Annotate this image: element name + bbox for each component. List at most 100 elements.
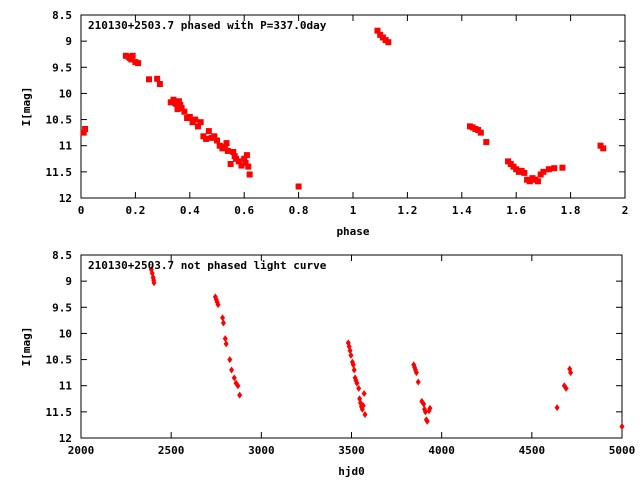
phased-data-point: [156, 81, 163, 88]
unphased-x-tick-label: 3000: [248, 444, 275, 457]
unphased-data-point: [568, 369, 574, 377]
phased-data-point: [194, 123, 201, 130]
phased-y-ticks: 8.5 9 9.5 10 10.5 11 11.5 12: [46, 9, 625, 205]
phased-data-point: [483, 139, 490, 146]
unphased-x-tick-label: 4000: [428, 444, 455, 457]
unphased-y-tick-label: 11.5: [46, 406, 73, 419]
unphased-y-tick-label: 10: [59, 327, 72, 340]
phased-data-point: [477, 129, 484, 136]
phased-panel: 0 0.2 0.4 0.6 0.8 1 1.2 1.4 1.6 1.8 2 8.5 9 9.5 10 10.…: [20, 9, 628, 238]
unphased-data-point: [215, 301, 221, 309]
unphased-chart-title: 210130+2503.7 not phased light curve: [88, 259, 327, 272]
phased-data-point: [230, 148, 237, 155]
unphased-data-point: [231, 374, 237, 382]
unphased-x-axis-label: hjd0: [338, 465, 365, 478]
unphased-y-tick-label: 8.5: [52, 249, 72, 262]
unphased-data-point: [619, 422, 625, 430]
unphased-x-tick-label: 5000: [609, 444, 636, 457]
unphased-y-tick-label: 11: [59, 380, 73, 393]
phased-y-tick-label: 9.5: [52, 61, 72, 74]
phased-y-axis-label: I[mag]: [20, 87, 33, 127]
phased-data-point: [214, 137, 220, 144]
phased-chart-title: 210130+2503.7 phased with P=337.0day: [88, 19, 327, 32]
unphased-data-point: [350, 361, 356, 369]
phased-x-tick-label: 0.4: [180, 204, 200, 217]
unphased-panel: 2000 2500 3000 3500 4000 4500 5000 8.5 9 9.5 10 10…: [20, 249, 635, 478]
phased-data-point: [186, 113, 193, 120]
phased-data-point: [129, 52, 136, 59]
unphased-data-point: [421, 400, 427, 408]
unphased-data-point: [235, 382, 241, 390]
phased-data-point: [600, 145, 607, 152]
phased-x-tick-label: 0.6: [234, 204, 254, 217]
phased-y-tick-label: 10: [59, 87, 72, 100]
phased-x-tick-label: 1.4: [452, 204, 472, 217]
phased-y-tick-label: 9: [65, 35, 72, 48]
unphased-y-ticks: 8.5 9 9.5 10 10.5 11 11.5 12: [46, 249, 622, 445]
phased-x-tick-label: 1.2: [397, 204, 417, 217]
phased-x-axis-label: phase: [336, 225, 369, 238]
phased-x-tick-label: 2: [622, 204, 629, 217]
phased-data-point: [197, 119, 204, 126]
phased-data-point: [521, 169, 528, 176]
unphased-data-point: [354, 379, 360, 387]
phased-x-tick-label: 1.8: [561, 204, 581, 217]
unphased-data-point: [220, 319, 226, 327]
unphased-data-point: [351, 366, 357, 374]
phased-x-tick-label: 0.8: [289, 204, 309, 217]
phased-data-point: [222, 143, 229, 150]
phased-data-point: [211, 133, 218, 140]
phased-data-point: [203, 135, 210, 142]
unphased-data-point: [356, 384, 362, 392]
phased-data-point: [559, 164, 566, 171]
phased-data-point: [245, 163, 252, 170]
phased-data-point: [80, 129, 87, 136]
phased-data-point: [540, 168, 547, 175]
unphased-data-point: [563, 384, 569, 392]
phased-x-tick-label: 0.2: [125, 204, 145, 217]
phased-data-point: [224, 147, 231, 154]
unphased-x-tick-label: 4500: [519, 444, 546, 457]
unphased-data-point: [424, 417, 430, 425]
phased-data-point: [205, 128, 212, 135]
phased-data-point: [246, 171, 253, 178]
phased-x-ticks: 0 0.2 0.4 0.6 0.8 1 1.2 1.4 1.6 1.8 2: [78, 15, 629, 217]
phased-data-point: [534, 178, 541, 185]
unphased-y-tick-label: 9: [65, 275, 72, 288]
phased-data-point: [526, 178, 533, 185]
unphased-x-tick-label: 2000: [68, 444, 95, 457]
phased-data-point: [374, 27, 381, 34]
phased-data-point: [128, 56, 135, 63]
phased-data-point: [235, 158, 242, 165]
unphased-data-point: [220, 314, 226, 322]
phased-data-point: [385, 39, 392, 46]
unphased-x-ticks: 2000 2500 3000 3500 4000 4500 5000: [68, 255, 636, 457]
unphased-y-axis-label: I[mag]: [20, 327, 33, 367]
phased-data-point: [242, 159, 249, 166]
unphased-x-tick-label: 2500: [158, 444, 185, 457]
phased-data-point: [295, 183, 302, 190]
unphased-data-points: [148, 266, 625, 430]
phased-data-point: [238, 162, 245, 169]
phased-data-point: [192, 116, 199, 123]
unphased-data-point: [229, 366, 235, 374]
phased-x-tick-label: 0: [78, 204, 85, 217]
unphased-data-point: [415, 378, 421, 386]
unphased-data-point: [227, 356, 233, 364]
phased-data-point: [170, 96, 177, 103]
phased-data-point: [551, 165, 558, 172]
unphased-data-point: [237, 391, 243, 399]
unphased-data-point: [151, 279, 157, 287]
unphased-y-tick-label: 10.5: [46, 354, 73, 367]
unphased-data-point: [422, 408, 428, 416]
unphased-data-point: [223, 340, 229, 348]
phased-data-points: [80, 27, 607, 190]
unphased-y-tick-label: 12: [59, 432, 72, 445]
unphased-data-point: [360, 402, 366, 410]
phased-data-point: [227, 161, 234, 168]
phased-x-tick-label: 1: [350, 204, 357, 217]
phased-data-point: [146, 76, 152, 83]
phased-data-point: [241, 155, 248, 162]
